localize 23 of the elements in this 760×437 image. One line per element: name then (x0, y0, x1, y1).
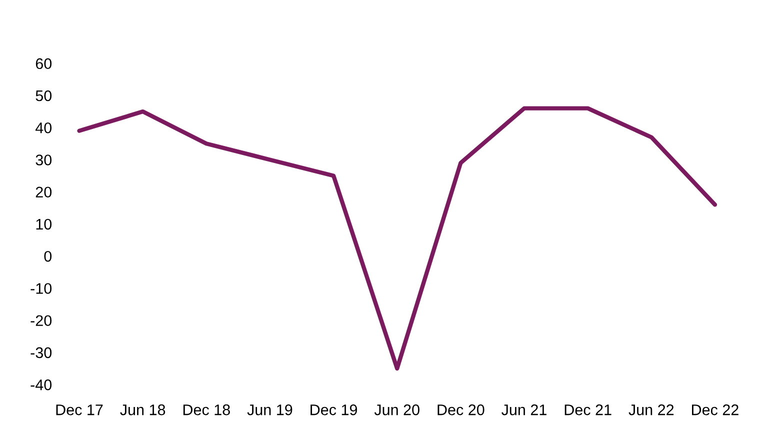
x-tick-label: Dec 19 (310, 404, 358, 416)
x-tick-label: Jun 21 (502, 404, 546, 416)
y-tick-label: -20 (30, 315, 52, 326)
y-tick-label: 10 (36, 218, 52, 230)
y-tick-label: 60 (36, 58, 52, 70)
y-tick-label: -40 (30, 379, 52, 390)
y-tick-label: 40 (36, 122, 52, 134)
y-tick-label: -30 (30, 347, 52, 358)
y-tick-label: 30 (36, 154, 52, 166)
x-tick-label: Jun 22 (628, 404, 674, 416)
y-tick-label: 0 (44, 250, 52, 262)
y-tick-label: -10 (30, 283, 52, 294)
x-tick-label: Dec 18 (183, 404, 230, 416)
x-tick-label: Dec 21 (564, 404, 612, 416)
x-tick-label: Jun 18 (120, 404, 166, 416)
y-tick-label: 20 (36, 186, 52, 198)
x-tick-label: Jun 19 (247, 404, 292, 416)
x-tick-label: Dec 22 (692, 404, 738, 416)
line-series (77, 106, 718, 371)
x-tick-label: Dec 20 (438, 404, 484, 416)
x-tick-label: Dec 17 (56, 404, 103, 416)
y-tick-label: 50 (36, 90, 52, 102)
x-tick-label: Jun 20 (374, 404, 420, 416)
